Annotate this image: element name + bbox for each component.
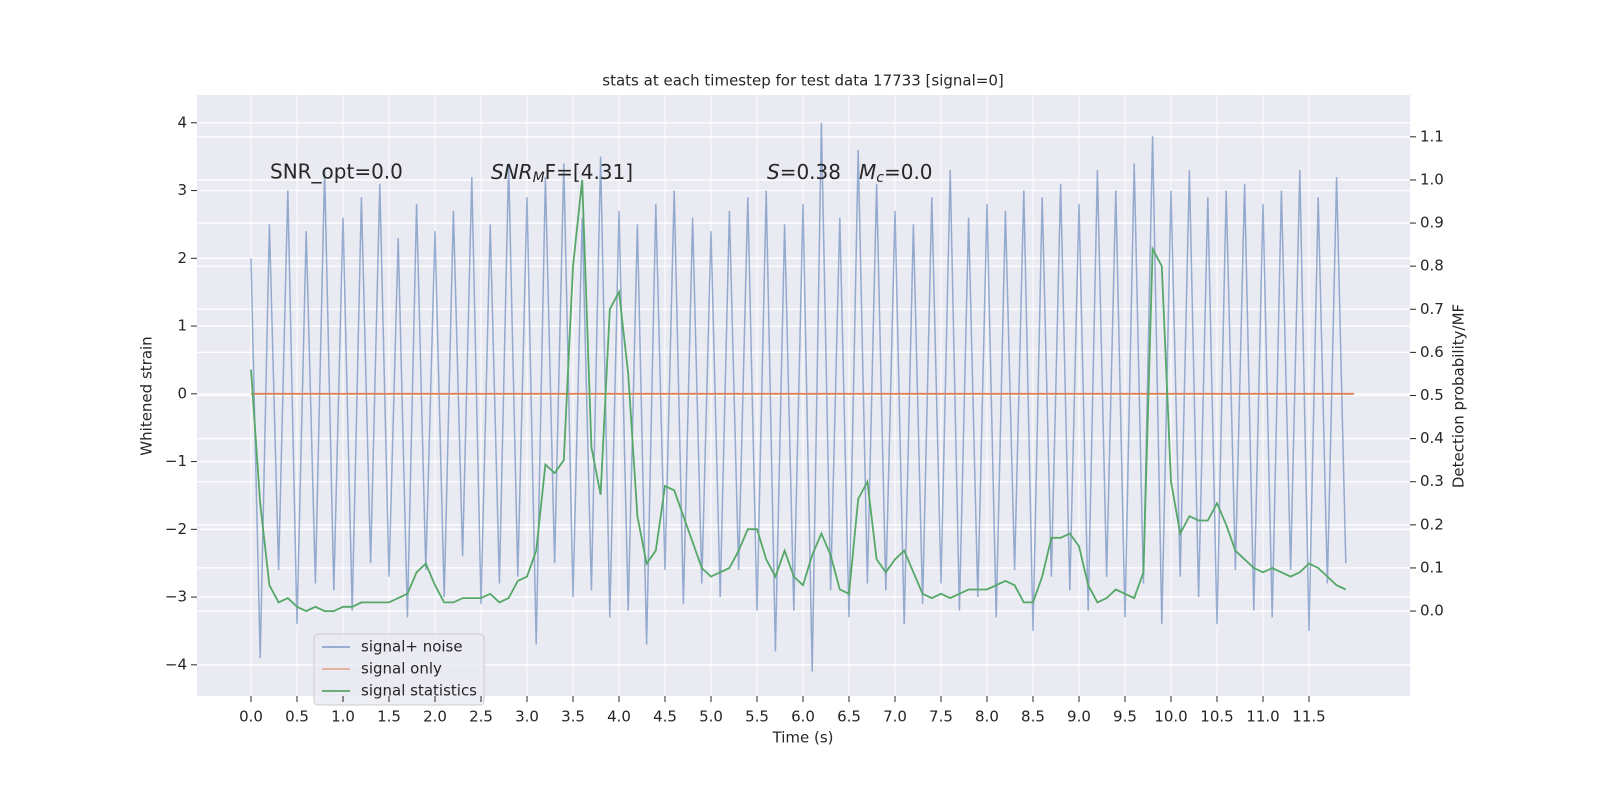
y2-axis-label: Detection probability/MF — [1450, 304, 1468, 488]
x-tick-label: 3.5 — [561, 708, 585, 726]
y-tick-label: −1 — [165, 452, 187, 470]
x-tick-label: 0.5 — [285, 708, 309, 726]
y-tick-label: −4 — [165, 655, 187, 673]
y-tick-label: −2 — [165, 520, 187, 538]
annotation: Mc=0.0 — [859, 160, 933, 187]
y2-tick-label: 0.8 — [1420, 257, 1444, 275]
x-tick-label: 9.0 — [1067, 708, 1091, 726]
x-tick-label: 11.5 — [1292, 708, 1325, 726]
y2-tick-label: 0.7 — [1420, 300, 1444, 318]
y2-tick-label: 0.3 — [1420, 472, 1444, 490]
annotation-part: c — [876, 170, 884, 186]
x-tick-label: 10.5 — [1200, 708, 1233, 726]
x-tick-label: 6.5 — [837, 708, 861, 726]
legend-label: signal+ noise — [361, 638, 463, 656]
x-tick-label: 4.0 — [607, 708, 631, 726]
y-tick-label: 4 — [177, 113, 187, 131]
x-tick-label: 2.0 — [423, 708, 447, 726]
y2-tick-label: 1.0 — [1420, 170, 1444, 188]
series-line — [250, 179, 1347, 613]
x-tick-label: 9.5 — [1113, 708, 1137, 726]
y-tick-label: 3 — [177, 181, 187, 199]
chart-title: stats at each timestep for test data 177… — [602, 72, 1003, 90]
legend-box — [313, 633, 485, 706]
x-tick-label: 1.5 — [377, 708, 401, 726]
y-tick-label: 1 — [177, 317, 187, 335]
x-tick-label: 4.5 — [653, 708, 677, 726]
annotation: S=0.38 — [767, 160, 841, 184]
x-tick-label: 11.0 — [1246, 708, 1279, 726]
y-tick-label: 0 — [177, 384, 187, 402]
x-tick-label: 7.0 — [883, 708, 907, 726]
y2-tick-label: 0.0 — [1420, 602, 1444, 620]
y-tick-label: 2 — [177, 249, 187, 267]
annotation: SNRMF=[4.31] — [491, 160, 633, 187]
x-tick-label: 8.5 — [1021, 708, 1045, 726]
y-tick-label: −3 — [165, 588, 187, 606]
y-axis-label: Whitened strain — [138, 336, 156, 455]
x-tick-label: 3.0 — [515, 708, 539, 726]
x-tick-label: 8.0 — [975, 708, 999, 726]
annotation: SNR_opt=0.0 — [270, 160, 403, 184]
legend-label: signal statistics — [361, 682, 477, 700]
x-tick-label: 6.0 — [791, 708, 815, 726]
annotation-part: =0.38 — [780, 160, 841, 184]
x-tick-label: 10.0 — [1154, 708, 1187, 726]
annotation-part: SNR — [491, 160, 533, 184]
legend-label: signal only — [361, 660, 442, 678]
annotation-part: =0.0 — [884, 160, 933, 184]
y2-tick-label: 0.5 — [1420, 386, 1444, 404]
annotation-part: S — [767, 160, 780, 184]
x-axis-label: Time (s) — [772, 729, 834, 747]
y2-tick-label: 0.2 — [1420, 515, 1444, 533]
annotation-part: F=[4.31] — [545, 160, 633, 184]
x-tick-label: 0.0 — [239, 708, 263, 726]
x-tick-label: 7.5 — [929, 708, 953, 726]
series-line — [250, 122, 1347, 672]
y2-tick-label: 1.1 — [1420, 127, 1444, 145]
x-tick-label: 5.5 — [745, 708, 769, 726]
x-tick-label: 2.5 — [469, 708, 493, 726]
y2-tick-label: 0.1 — [1420, 558, 1444, 576]
y2-tick-label: 0.6 — [1420, 343, 1444, 361]
x-tick-label: 5.0 — [699, 708, 723, 726]
x-tick-label: 1.0 — [331, 708, 355, 726]
annotation-part: M — [859, 160, 876, 184]
annotation-part: M — [533, 170, 545, 186]
y2-tick-label: 0.9 — [1420, 214, 1444, 232]
y2-tick-label: 0.4 — [1420, 429, 1444, 447]
